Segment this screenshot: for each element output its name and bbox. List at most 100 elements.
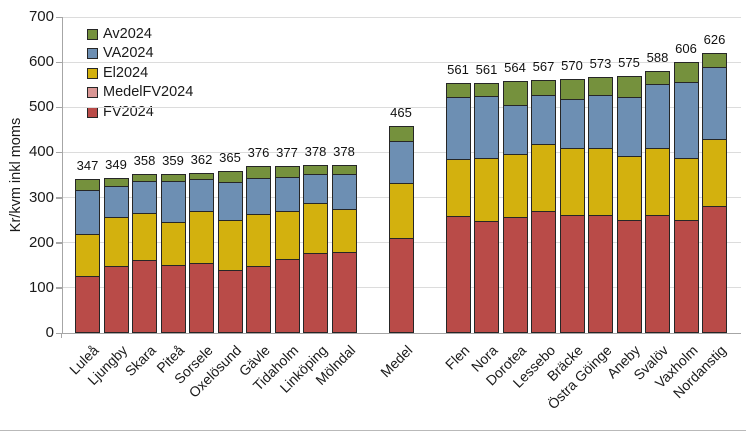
y-tick-label: 500 xyxy=(28,98,54,116)
bar-segment-av2024 xyxy=(702,53,727,68)
bar-segment-fv2024 xyxy=(559,215,585,333)
plot-area: Av2024 VA2024 El2024 MedelFV2024 FV2024 347 3… xyxy=(62,16,741,334)
bar xyxy=(702,53,727,333)
y-tick-mark xyxy=(56,287,62,289)
bar xyxy=(274,165,300,333)
legend-swatch-av2024 xyxy=(87,28,98,40)
bar-total-label: 570 xyxy=(561,57,583,73)
bar xyxy=(103,178,129,333)
bar-segment-el2024 xyxy=(388,183,414,240)
legend-label: Av2024 xyxy=(103,25,152,42)
y-tick-mark xyxy=(56,106,62,109)
bar-total-label: 378 xyxy=(304,144,327,160)
bar-segment-fv2024 xyxy=(645,215,670,333)
bar xyxy=(531,80,556,333)
bar xyxy=(246,166,271,333)
bar-segment-el2024 xyxy=(531,143,556,213)
bar-segment-fv2024 xyxy=(217,269,243,333)
bar-segment-av2024 xyxy=(645,70,670,86)
bar-segment-fv2024 xyxy=(189,263,214,333)
legend-item: VA2024 xyxy=(87,46,193,62)
bar xyxy=(474,82,499,333)
y-tick-label: 700 xyxy=(28,8,54,25)
bar-segment-fv2024 xyxy=(673,220,699,333)
bar-segment-va2024 xyxy=(474,96,499,159)
legend-item: MedelFV2024 xyxy=(87,85,193,101)
legend-item: Av2024 xyxy=(87,26,193,42)
x-tick-label: Skara xyxy=(121,342,159,380)
bar-segment-av2024 xyxy=(673,62,699,84)
bar-segment-va2024 xyxy=(388,140,414,185)
bar-segment-fv2024 xyxy=(132,259,157,333)
bar-segment-el2024 xyxy=(588,148,613,217)
y-tick-mark xyxy=(56,197,62,199)
bar-total-label: 561 xyxy=(475,61,498,77)
bar xyxy=(75,179,100,333)
gridline xyxy=(63,61,741,63)
legend-item: El2024 xyxy=(87,65,193,81)
bar-total-label: 606 xyxy=(675,41,697,57)
bar-total-label: 359 xyxy=(162,152,184,168)
bar-segment-av2024 xyxy=(616,76,642,99)
bar-segment-fv2024 xyxy=(588,215,613,333)
bar-segment-el2024 xyxy=(331,208,357,254)
x-tick-label: Medel xyxy=(377,342,416,381)
legend-swatch-va2024 xyxy=(87,48,98,59)
bar-segment-va2024 xyxy=(189,179,214,213)
x-tick-label: Flen xyxy=(441,342,473,373)
legend-label: FV2024 xyxy=(103,103,154,120)
bar xyxy=(160,173,186,333)
bar-segment-el2024 xyxy=(474,157,499,223)
bar xyxy=(559,78,585,333)
bar-segment-fv2024 xyxy=(531,211,556,333)
bar-segment-el2024 xyxy=(189,211,214,265)
bar-total-label: 358 xyxy=(133,153,156,169)
bar-segment-fv2024 xyxy=(303,253,328,333)
y-tick-mark xyxy=(56,151,62,154)
bar-segment-fv2024 xyxy=(474,221,499,333)
bar-segment-el2024 xyxy=(303,203,328,255)
bar-segment-va2024 xyxy=(702,66,727,140)
bar-segment-va2024 xyxy=(303,174,328,205)
bar-total-label: 575 xyxy=(618,55,640,71)
bar-segment-va2024 xyxy=(103,185,129,218)
bar-total-label: 347 xyxy=(76,158,99,174)
y-tick-label: 400 xyxy=(28,143,54,161)
bar-segment-va2024 xyxy=(331,174,357,210)
bar-total-label: 362 xyxy=(190,151,213,167)
bar xyxy=(388,126,414,333)
bar-segment-va2024 xyxy=(75,189,100,235)
gridline xyxy=(63,106,741,108)
bar-total-label: 567 xyxy=(532,59,555,75)
bar-total-label: 564 xyxy=(504,60,526,76)
y-tick-label: 600 xyxy=(28,53,54,71)
bar-segment-va2024 xyxy=(445,97,471,160)
bar-segment-fv2024 xyxy=(274,258,300,333)
bar-segment-va2024 xyxy=(673,82,699,159)
bar-segment-fv2024 xyxy=(246,266,271,333)
bar-total-label: 573 xyxy=(589,56,612,72)
bar-segment-fv2024 xyxy=(445,216,471,333)
bar xyxy=(616,76,642,333)
bar-segment-el2024 xyxy=(445,158,471,218)
bar-total-label: 377 xyxy=(276,144,298,160)
bar-segment-va2024 xyxy=(160,181,186,224)
y-tick-mark xyxy=(56,61,62,64)
y-tick-mark xyxy=(56,242,62,244)
bar xyxy=(132,174,157,333)
bar-segment-fv2024 xyxy=(502,216,528,333)
bar-total-label: 376 xyxy=(247,145,270,161)
bar-segment-va2024 xyxy=(217,182,243,222)
bar xyxy=(445,82,471,333)
bar-segment-va2024 xyxy=(132,180,157,215)
bar-segment-el2024 xyxy=(274,211,300,260)
bar xyxy=(189,172,214,333)
bar-segment-el2024 xyxy=(246,213,271,268)
bar-segment-fv2024 xyxy=(702,206,727,333)
legend: Av2024 VA2024 El2024 MedelFV2024 FV2024 xyxy=(85,24,200,122)
bar-segment-medelfv2024 xyxy=(388,238,414,333)
bar-segment-el2024 xyxy=(673,157,699,222)
y-tick-label: 100 xyxy=(28,278,54,296)
bar-segment-fv2024 xyxy=(103,266,129,333)
bar-segment-va2024 xyxy=(502,105,528,155)
